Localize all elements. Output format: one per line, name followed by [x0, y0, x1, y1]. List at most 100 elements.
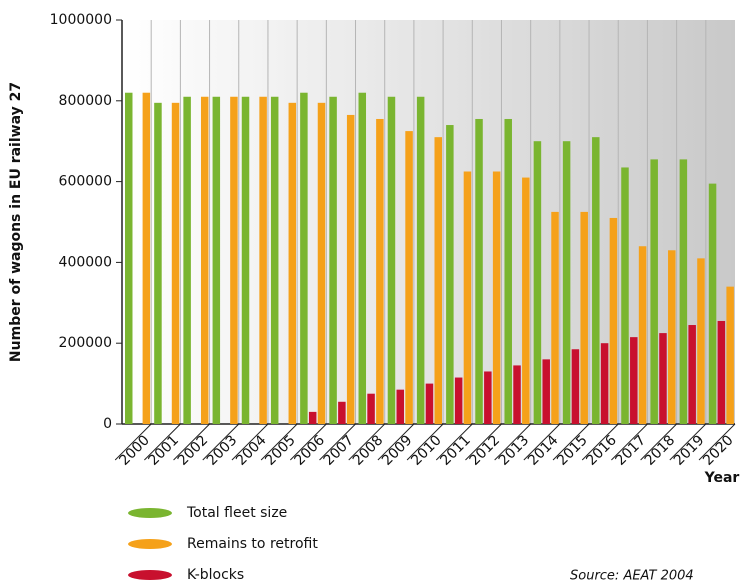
x-tick-separator: [669, 423, 707, 461]
bar: [533, 141, 542, 424]
y-tick-label: 0: [103, 416, 112, 432]
x-tick-label: 2007: [321, 432, 358, 469]
y-tick-label: 600000: [59, 174, 112, 190]
x-tick-label: 2015: [554, 432, 591, 469]
x-tick-label: 2004: [233, 432, 270, 469]
bar: [630, 337, 638, 424]
x-tick-separator: [319, 423, 356, 461]
bar: [668, 250, 676, 424]
x-tick-separator: [114, 423, 152, 461]
bar: [329, 96, 337, 424]
bar: [484, 371, 492, 424]
bar: [717, 320, 726, 424]
bar: [679, 159, 688, 424]
legend-swatch: [128, 570, 172, 580]
y-tick-label: 800000: [59, 93, 112, 109]
x-tick-label: 2008: [350, 432, 387, 469]
bar: [358, 92, 367, 424]
x-tick-separator: [260, 423, 298, 461]
bar: [142, 92, 151, 424]
x-tick-label: 2011: [437, 432, 474, 469]
x-tick-label: 2014: [525, 432, 562, 469]
bar: [600, 343, 609, 424]
bar: [522, 177, 530, 424]
y-tick-label: 400000: [59, 254, 112, 270]
bar: [513, 365, 521, 424]
x-tick-label: 2016: [583, 432, 620, 469]
bar: [571, 349, 580, 424]
bar: [387, 96, 396, 424]
x-axis-label: Year: [704, 470, 740, 486]
bar: [708, 183, 717, 424]
y-tick-label: 1000000: [50, 12, 112, 28]
x-tick-separator: [144, 423, 181, 461]
x-tick-label: 2003: [204, 432, 241, 469]
bar: [659, 333, 667, 424]
x-tick-label: 2006: [291, 432, 328, 469]
bar: [200, 96, 209, 424]
bar: [317, 102, 326, 424]
bar: [697, 258, 705, 424]
legend-label: Total fleet size: [186, 505, 287, 521]
x-tick-label: 2017: [613, 432, 650, 469]
y-tick-label: 200000: [59, 335, 112, 351]
bar: [288, 102, 297, 424]
bar: [638, 246, 647, 424]
bar: [270, 96, 279, 424]
x-tick-label: 2019: [671, 432, 708, 469]
bar: [562, 141, 571, 424]
x-tick-label: 2020: [700, 432, 737, 469]
bar: [396, 389, 405, 424]
bar: [592, 137, 600, 424]
x-tick-separator: [289, 423, 327, 461]
bar: [475, 118, 483, 424]
bar: [308, 411, 317, 424]
bar: [621, 167, 629, 424]
x-tick-separator: [231, 423, 269, 461]
bar: [434, 137, 443, 424]
x-tick-label: 2013: [496, 432, 533, 469]
x-tick-separator: [377, 423, 415, 461]
x-tick-label: 2005: [262, 432, 299, 469]
x-tick-separator: [348, 423, 386, 461]
bar: [542, 359, 550, 424]
bar: [367, 393, 375, 424]
bar: [454, 377, 463, 424]
x-tick-label: 2009: [379, 432, 416, 469]
bar: [171, 102, 180, 424]
bar: [183, 96, 191, 424]
bar: [259, 96, 267, 424]
bar: [688, 325, 696, 424]
x-tick-separator: [173, 423, 210, 461]
x-tick-separator: [435, 423, 473, 461]
bar: [726, 286, 734, 424]
x-tick-separator: [523, 423, 561, 461]
legend-swatch: [128, 539, 172, 549]
x-tick-separator: [640, 423, 677, 461]
x-tick-separator: [611, 423, 648, 461]
bar: [212, 96, 221, 424]
x-tick-label: 2000: [116, 432, 153, 469]
bar: [463, 171, 472, 424]
legend-label: K-blocks: [187, 567, 244, 583]
x-tick-separator: [406, 423, 444, 461]
x-tick-label: 2002: [175, 432, 212, 469]
bar: [154, 102, 162, 424]
bar: [346, 114, 355, 424]
bar: [504, 118, 512, 424]
bar: [492, 171, 501, 424]
x-tick-separator: [581, 423, 619, 461]
bar: [230, 96, 238, 424]
bar: [125, 92, 133, 424]
bar: [551, 211, 559, 424]
x-tick-separator: [698, 423, 736, 461]
legend-label: Remains to retrofit: [187, 536, 318, 552]
y-axis-label: Number of wagons in EU railway 27: [8, 82, 24, 362]
bar: [300, 92, 308, 424]
bar: [650, 159, 658, 424]
bar: [376, 118, 384, 424]
bar: [241, 96, 250, 424]
x-tick-separator: [465, 423, 502, 461]
x-tick-label: 2018: [642, 432, 679, 469]
